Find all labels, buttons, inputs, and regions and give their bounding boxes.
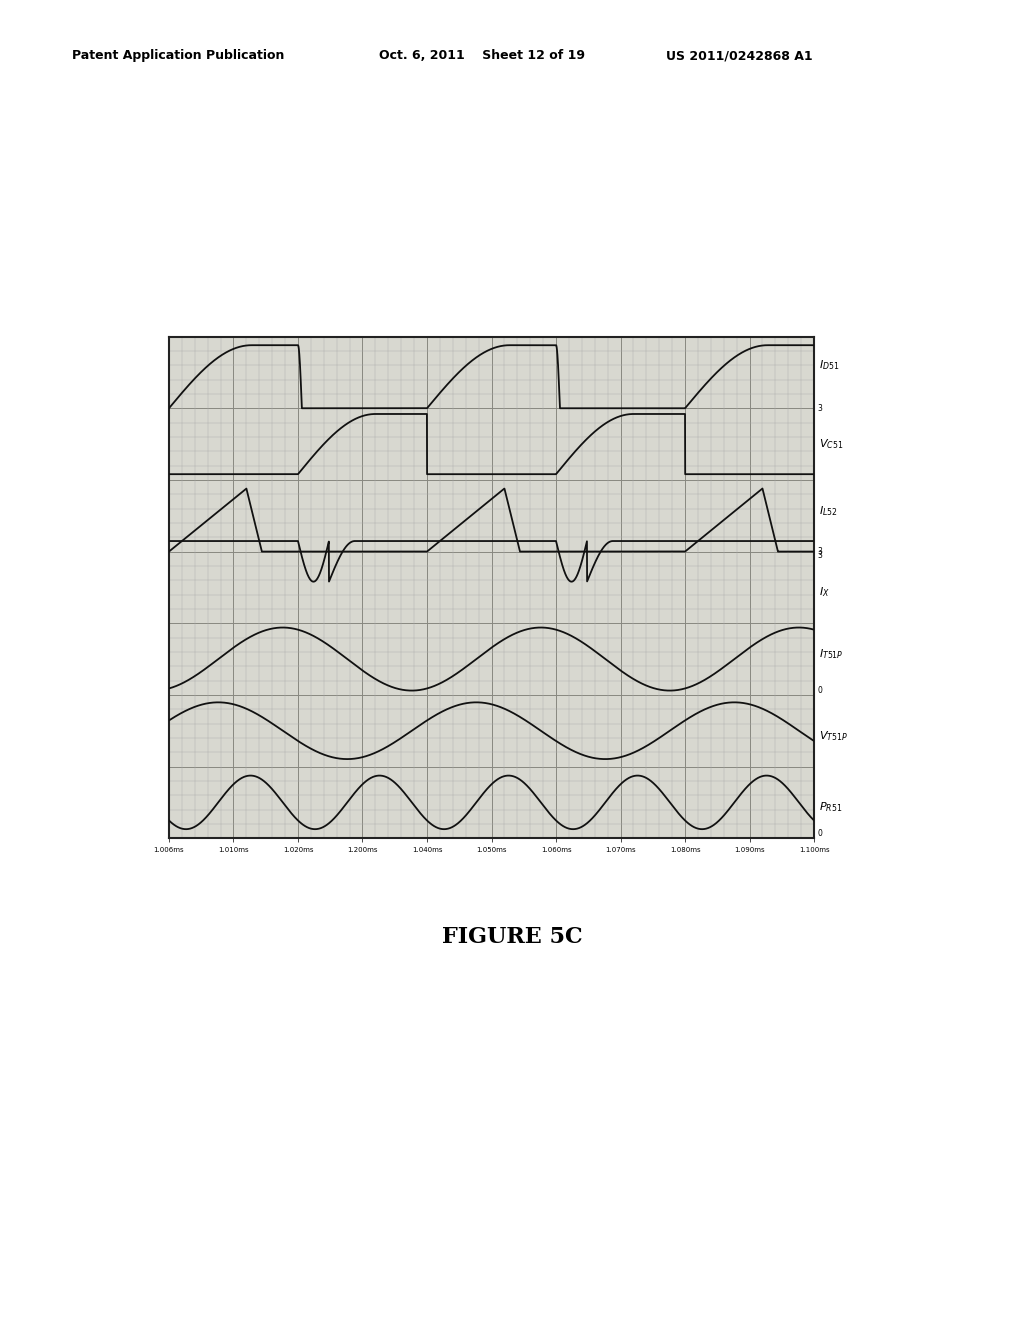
Text: 3: 3: [817, 404, 822, 413]
Text: $I_{L52}$: $I_{L52}$: [819, 504, 838, 517]
Text: $I_X$: $I_X$: [819, 586, 830, 599]
Text: Patent Application Publication: Patent Application Publication: [72, 49, 284, 62]
Text: 3: 3: [817, 546, 822, 556]
Text: $I_{D51}$: $I_{D51}$: [819, 358, 840, 372]
Text: $V_{C51}$: $V_{C51}$: [819, 437, 844, 451]
Text: Oct. 6, 2011    Sheet 12 of 19: Oct. 6, 2011 Sheet 12 of 19: [379, 49, 585, 62]
Text: 0: 0: [817, 829, 822, 838]
Text: 3: 3: [817, 550, 822, 560]
Text: $I_{T51P}$: $I_{T51P}$: [819, 647, 844, 661]
Text: 0: 0: [817, 686, 822, 696]
Text: $V_{T51P}$: $V_{T51P}$: [819, 729, 848, 743]
Text: US 2011/0242868 A1: US 2011/0242868 A1: [666, 49, 812, 62]
Text: $P_{R51}$: $P_{R51}$: [819, 800, 843, 814]
Text: FIGURE 5C: FIGURE 5C: [441, 927, 583, 948]
